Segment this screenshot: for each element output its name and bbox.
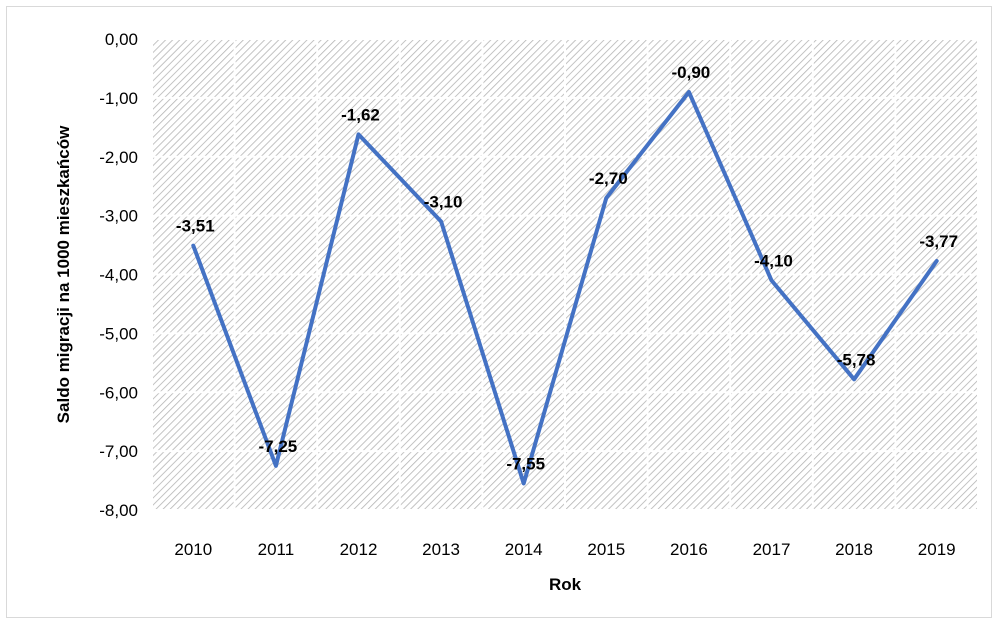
gridlines (151, 38, 979, 511)
data-label: -1,62 (341, 105, 380, 124)
y-tick-label: -5,00 (99, 324, 138, 343)
x-tick-label: 2010 (174, 540, 212, 559)
data-labels: -3,51 -7,25 -1,62 -3,10 -7,55 -2,70 -0,90 -4,10… (176, 63, 958, 474)
x-tick-label: 2019 (918, 540, 956, 559)
chart-frame: 0,00 -1,00 -2,00 -3,00 -4,00 -5,00 -6,00 -7,00 -… (6, 6, 992, 618)
x-axis-ticks: 2010 2011 2012 2013 2014 2015 2016 2017 2018 2019 (174, 540, 955, 559)
series-line (191, 89, 939, 486)
y-axis-title: Saldo migracji na 1000 mieszkańców (54, 125, 73, 423)
x-tick-label: 2012 (340, 540, 378, 559)
data-label: -3,51 (176, 217, 215, 236)
x-tick-label: 2017 (753, 540, 791, 559)
x-tick-label: 2018 (835, 540, 873, 559)
data-label: -5,78 (837, 350, 876, 369)
data-label: -7,55 (506, 455, 545, 474)
data-label: -3,10 (424, 193, 463, 212)
data-label: -2,70 (589, 169, 628, 188)
y-tick-label: -3,00 (99, 207, 138, 226)
x-tick-label: 2014 (505, 540, 543, 559)
y-tick-label: -6,00 (99, 383, 138, 402)
y-axis-ticks: 0,00 -1,00 -2,00 -3,00 -4,00 -5,00 -6,00 -7,00 -… (99, 30, 138, 520)
y-tick-label: -4,00 (99, 266, 138, 285)
y-tick-label: -7,00 (99, 442, 138, 461)
y-tick-label: -8,00 (99, 501, 138, 520)
x-tick-label: 2016 (670, 540, 708, 559)
data-label: -4,10 (754, 251, 793, 270)
y-tick-label: -1,00 (99, 89, 138, 108)
x-tick-label: 2015 (587, 540, 625, 559)
line-chart: 0,00 -1,00 -2,00 -3,00 -4,00 -5,00 -6,00 -7,00 -… (54, 30, 979, 594)
x-tick-label: 2011 (258, 540, 295, 559)
data-label: -7,25 (259, 437, 298, 456)
x-tick-label: 2013 (422, 540, 460, 559)
y-tick-label: 0,00 (105, 30, 138, 49)
data-label: -3,77 (919, 232, 958, 251)
x-axis-title: Rok (549, 575, 582, 594)
y-tick-label: -2,00 (99, 148, 138, 167)
data-label: -0,90 (672, 63, 711, 82)
